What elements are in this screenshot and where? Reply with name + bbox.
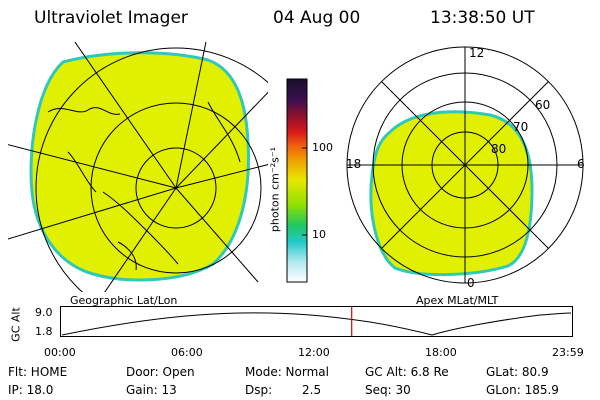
- ip-status: IP: 18.0: [8, 383, 54, 397]
- altitude-plot: [60, 306, 573, 337]
- date-label: 04 Aug 00: [273, 8, 361, 28]
- colorbar-tick-100: 100: [312, 141, 333, 154]
- mlat-70-label: 70: [513, 120, 529, 134]
- polar-plot: [346, 46, 584, 284]
- mlt-12-label: 12: [469, 46, 485, 60]
- app-title: Ultraviolet Imager: [34, 8, 188, 28]
- geographic-caption: Geographic Lat/Lon: [70, 294, 178, 307]
- geographic-image: [8, 42, 268, 292]
- mlt-0-label: 0: [467, 276, 475, 290]
- glat-status: GLat: 80.9: [486, 365, 549, 379]
- alt-y-label: GC Alt: [9, 307, 23, 342]
- dsp-status: Dsp:: [245, 383, 273, 397]
- x-tick-2359: 23:59: [552, 346, 584, 359]
- geo-meridians: [8, 42, 268, 292]
- seq-status: Seq: 30: [365, 383, 411, 397]
- alt-y-max: 9.0: [35, 306, 53, 319]
- alt-y-min: 1.8: [35, 325, 53, 338]
- x-tick-0000: 00:00: [44, 346, 76, 359]
- altitude-curve: [61, 312, 572, 336]
- mlt-18-label: 18: [346, 157, 362, 171]
- door-status: Door: Open: [126, 365, 195, 379]
- x-tick-0600: 06:00: [171, 346, 203, 359]
- colorbar-unit-label: photon cm⁻²s⁻¹: [268, 146, 282, 233]
- colorbar-tick-10: 10: [312, 228, 326, 241]
- time-label: 13:38:50 UT: [430, 8, 535, 28]
- colorbar: [286, 78, 308, 283]
- gain-status: Gain: 13: [126, 383, 177, 397]
- x-tick-1200: 12:00: [298, 346, 330, 359]
- mlat-60-label: 60: [535, 98, 551, 112]
- glon-status: GLon: 185.9: [486, 383, 559, 397]
- geo-lat-circles: [35, 47, 268, 292]
- polar-caption: Apex MLat/MLT: [416, 294, 499, 307]
- x-tick-1800: 18:00: [425, 346, 457, 359]
- polar-aurora-oval: [369, 110, 534, 277]
- flt-status: Flt: HOME: [8, 365, 68, 379]
- mlat-80-label: 80: [491, 142, 507, 156]
- geo-aurora-oval: [29, 51, 250, 282]
- mlt-6-label: 6: [577, 157, 585, 171]
- gc-alt-status: GC Alt: 6.8 Re: [365, 365, 449, 379]
- dsp-value: 2.5: [302, 383, 322, 397]
- mode-status: Mode: Normal: [245, 365, 329, 379]
- polar-spokes: [347, 47, 583, 283]
